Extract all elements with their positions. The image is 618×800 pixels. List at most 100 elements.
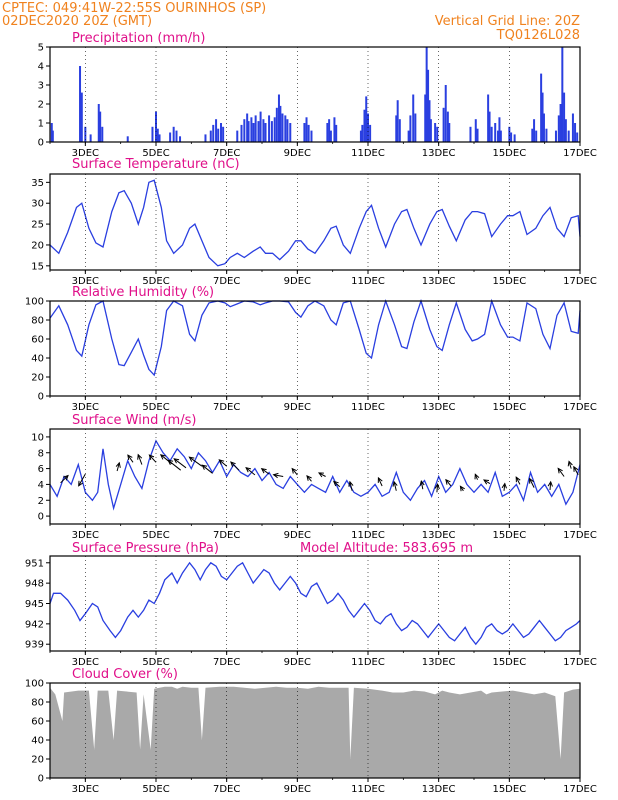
wind-arrow-10 — [201, 464, 213, 474]
precip-bar-86 — [494, 123, 497, 142]
x-tick-label-3: 9DEC — [284, 784, 311, 795]
precip-bar-5 — [89, 134, 92, 142]
cloud-cover-panel: Cloud Cover (%) 3DEC 5DEC 7DEC 9DEC 11DEC 13D… — [25, 667, 597, 795]
surface-wind-m-s-line — [49, 439, 581, 511]
precip-bar-21 — [215, 119, 218, 142]
precip-bar-87 — [497, 130, 500, 142]
wind-arrow-head-8 — [173, 458, 180, 464]
precip-bar-62 — [395, 115, 398, 142]
precip-bar-7 — [99, 111, 102, 142]
precip-bar-46 — [289, 123, 292, 142]
precipitation-title: Precipitation (mm/h) — [72, 31, 205, 46]
precip-bar-43 — [281, 113, 284, 142]
wind-title: Surface Wind (m/s) — [72, 413, 196, 428]
precip-bar-50 — [310, 130, 313, 142]
wind-arrow-13 — [245, 467, 256, 476]
temperature-title: Surface Temperature (nC) — [72, 157, 240, 172]
x-tick-label-7: 17DEC — [563, 784, 597, 795]
wind-arrow-head-9 — [188, 456, 195, 462]
humidity-title: Relative Humidity (%) — [72, 285, 214, 300]
x-tick-label-1: 5DEC — [142, 276, 169, 287]
precip-bar-80 — [469, 126, 472, 142]
precip-bar-31 — [252, 123, 255, 142]
precip-bar-96 — [540, 73, 543, 142]
y-tick-label-0: 0 — [38, 392, 44, 403]
wind-arrow-head-1 — [78, 480, 84, 487]
precip-bar-63 — [396, 100, 399, 142]
wind-arrow-7 — [167, 459, 182, 471]
wind-arrow-19 — [333, 481, 341, 488]
wind-arrow-18 — [318, 472, 326, 477]
y-tick-label-3: 6 — [38, 464, 44, 475]
x-tick-label-4: 11DEC — [351, 148, 385, 159]
precip-bar-92 — [513, 134, 516, 142]
y-tick-label-1: 20 — [31, 755, 44, 766]
precip-bar-95 — [535, 130, 538, 142]
precip-bar-44 — [284, 115, 287, 142]
x-tick-label-5: 13DEC — [422, 402, 456, 413]
precip-bar-84 — [488, 111, 491, 142]
precip-bar-28 — [246, 113, 249, 142]
precip-bar-74 — [434, 123, 437, 142]
wind-arrow-3 — [127, 454, 134, 463]
y-tick-label-4: 80 — [31, 316, 44, 327]
x-tick-label-1: 5DEC — [142, 657, 169, 668]
precip-bar-103 — [561, 47, 564, 142]
precip-bar-101 — [557, 115, 560, 142]
precip-bar-108 — [574, 123, 577, 142]
precip-bar-61 — [369, 124, 372, 142]
wind-arrow-16 — [291, 468, 298, 476]
precip-bar-33 — [257, 121, 260, 142]
wind-arrow-head-10 — [201, 464, 208, 470]
x-tick-label-7: 17DEC — [563, 657, 597, 668]
x-tick-label-0: 3DEC — [72, 148, 99, 159]
y-tick-label-1: 20 — [31, 373, 44, 384]
wind-arrow-head-13 — [245, 466, 252, 473]
y-tick-label-3: 30 — [31, 199, 44, 210]
wind-arrow-24 — [436, 484, 439, 493]
y-tick-label-0: 15 — [31, 261, 44, 272]
wind-arrow-head-30 — [515, 476, 521, 483]
wind-arrow-23 — [420, 481, 424, 490]
precip-bar-66 — [409, 115, 412, 142]
precip-bar-65 — [407, 130, 410, 142]
header-location: CPTEC: 049:41W-22:55S OURINHOS (SP) — [2, 1, 266, 16]
x-tick-label-3: 9DEC — [284, 148, 311, 159]
precip-bar-4 — [84, 126, 87, 142]
precip-bar-73 — [429, 119, 432, 142]
wind-arrow-35 — [573, 466, 579, 476]
precip-bar-19 — [209, 130, 212, 142]
x-tick-label-6: 15DEC — [492, 530, 526, 541]
precip-bar-79 — [448, 123, 451, 142]
wind-arrow-8 — [173, 458, 187, 469]
precip-bar-23 — [220, 123, 223, 142]
precip-bar-34 — [259, 111, 262, 142]
y-tick-label-0: 939 — [25, 640, 44, 651]
x-tick-label-7: 17DEC — [563, 530, 597, 541]
x-tick-label-4: 11DEC — [351, 276, 385, 287]
precip-bar-88 — [498, 117, 501, 142]
y-tick-label-3: 60 — [31, 335, 44, 346]
x-tick-label-7: 17DEC — [563, 148, 597, 159]
wind-arrow-30 — [515, 476, 521, 485]
wind-arrow-head-29 — [501, 482, 507, 489]
wind-arrow-17 — [306, 475, 312, 482]
wind-arrow-head-20 — [348, 480, 354, 487]
cloud-cover-frame — [49, 682, 581, 779]
wind-arrow-head-26 — [459, 485, 465, 492]
precip-bar-102 — [559, 104, 562, 142]
precip-bar-3 — [80, 92, 83, 142]
x-tick-label-2: 7DEC — [213, 402, 240, 413]
x-tick-label-1: 5DEC — [142, 530, 169, 541]
precip-bar-24 — [222, 126, 225, 142]
precip-bar-9 — [126, 136, 129, 142]
precip-bar-11 — [155, 111, 157, 142]
precip-bar-56 — [359, 130, 362, 142]
wind-arrow-12 — [230, 461, 240, 471]
surface-pressure-hpa-frame — [49, 555, 581, 652]
precip-bar-30 — [250, 117, 253, 142]
y-tick-label-2: 4 — [38, 480, 44, 491]
x-tick-label-2: 7DEC — [213, 148, 240, 159]
x-tick-label-6: 15DEC — [492, 402, 526, 413]
wind-arrow-9 — [189, 456, 203, 467]
